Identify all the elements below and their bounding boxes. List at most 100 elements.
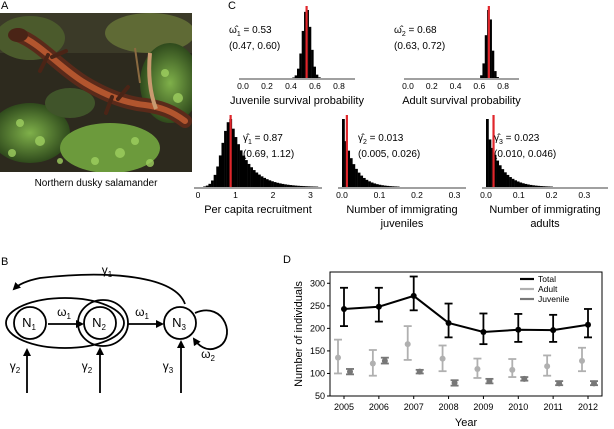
y-tick-label: 200	[310, 323, 325, 333]
histogram-5: 0.0 0.1 0.2 0.3 γ̂3 = 0.023 (0.010, 0.046) Num…	[480, 115, 608, 230]
histogram-bar	[304, 186, 308, 187]
histogram-bar	[532, 185, 535, 187]
estimate-annotation: ω̂1 = 0.53	[229, 24, 272, 38]
histogram-tick-label: 0	[196, 190, 201, 200]
histogram-bar	[547, 186, 551, 187]
histogram-bar	[297, 68, 300, 78]
histogram-bar	[529, 184, 533, 187]
y-axis-label: Number of individuals	[293, 281, 305, 387]
histogram-bar	[318, 77, 321, 78]
histogram-bar	[365, 179, 369, 187]
x-tick-label: 2008	[439, 402, 459, 412]
estimate-annotation: γ̂2 = 0.013	[358, 132, 404, 146]
confidence-interval: (0.69, 1.12)	[243, 149, 294, 160]
histogram-bar	[494, 71, 497, 78]
histogram-bar	[355, 168, 358, 187]
diagram-group: N1 N2 N3 ω1 ω1 γ1 ω2 γ2 γ2 γ3	[5, 263, 228, 393]
salamander-photo	[0, 13, 192, 172]
histogram-bar	[255, 172, 259, 187]
node-label: N3	[172, 315, 186, 332]
histogram-bar	[349, 158, 353, 187]
histogram-bar	[311, 49, 314, 78]
histogram-bar	[221, 142, 225, 187]
histogram-tick-label: 2	[271, 190, 276, 200]
histogram-bar	[524, 183, 528, 187]
data-point	[347, 368, 353, 375]
histogram-bar	[299, 185, 303, 187]
data-point	[416, 368, 423, 375]
histogram-bar	[224, 130, 227, 187]
histogram-2: 0.0 0.2 0.4 0.6 0.8 ω̂2 = 0.68 (0.63, 0.72) Adu…	[394, 6, 521, 107]
histogram-bar	[289, 185, 293, 187]
histogram-bar	[260, 176, 264, 187]
data-point	[550, 327, 557, 334]
plot-frame	[329, 271, 603, 397]
confidence-interval: (0.010, 0.046)	[494, 149, 556, 160]
data-point	[509, 366, 516, 373]
data-point	[486, 378, 493, 385]
edge-label: ω2	[201, 347, 215, 363]
data-point	[521, 375, 528, 382]
histogram-bar	[315, 74, 319, 78]
data-point	[341, 305, 347, 312]
histogram-bar	[258, 174, 261, 187]
histogram-bar	[527, 184, 530, 187]
histogram-bar	[297, 185, 300, 187]
ellipse-juvenile-group	[5, 297, 125, 349]
histogram-bar	[307, 186, 311, 187]
legend-label: Total	[538, 274, 556, 284]
histogram-bar	[534, 185, 538, 187]
data-point	[474, 365, 481, 372]
histogram-bar	[375, 184, 379, 187]
confidence-interval: (0.63, 0.72)	[394, 41, 445, 52]
estimate-annotation: ω̂2 = 0.68	[394, 24, 437, 38]
data-point	[544, 363, 551, 370]
histogram-bar	[493, 154, 497, 187]
histogram-bar	[278, 183, 282, 187]
x-tick-label: 2010	[508, 402, 528, 412]
histogram-bar	[226, 122, 230, 187]
histogram-tick-label: 0.2	[261, 81, 273, 91]
edge-adult-survival	[192, 309, 228, 351]
histogram-bar	[231, 128, 235, 187]
histogram-tick-label: 0.4	[450, 81, 462, 91]
confidence-interval: (0.005, 0.026)	[358, 149, 420, 160]
histogram-tick-label: 0.0	[402, 81, 414, 91]
histogram-bar	[286, 184, 290, 187]
histogram-bar	[276, 182, 280, 187]
data-point	[451, 379, 458, 386]
data-point	[335, 354, 341, 361]
histogram-3: 0 1 2 3 γ̂1 = 0.87 (0.69, 1.12) Per capita rec…	[194, 115, 322, 216]
histogram-bar	[294, 75, 298, 78]
histogram-bar	[292, 77, 295, 78]
histogram-bar	[519, 182, 523, 187]
data-point	[579, 357, 585, 364]
histogram-axis-label: Number of immigrating	[346, 204, 457, 216]
histogram-bar	[205, 185, 209, 187]
histogram-tick-label: 0.4	[285, 81, 297, 91]
histogram-axis-label: juveniles	[380, 218, 424, 230]
histogram-bar	[362, 177, 366, 187]
data-point	[556, 380, 563, 387]
histogram-bar	[496, 77, 499, 78]
data-point	[404, 341, 411, 348]
histogram-tick-label: 0.3	[449, 190, 461, 200]
histogram-bar	[491, 50, 495, 78]
histogram-bar	[208, 183, 212, 187]
histogram-bar	[271, 181, 274, 187]
histogram-tick-label: 3	[308, 190, 313, 200]
node-n1	[13, 306, 47, 340]
histogram-bar	[294, 185, 298, 187]
series-total	[340, 275, 592, 346]
histogram-bar	[357, 172, 361, 187]
histogram-bar	[302, 186, 306, 187]
legend-label: Juvenile	[538, 294, 569, 304]
panel-letter-d: D	[283, 254, 291, 266]
data-point	[585, 321, 591, 328]
histogram-bar	[370, 182, 374, 187]
histogram-bar	[373, 183, 377, 187]
x-axis-label: Year	[455, 417, 478, 429]
data-point	[439, 355, 446, 362]
histogram-bar	[537, 185, 541, 187]
